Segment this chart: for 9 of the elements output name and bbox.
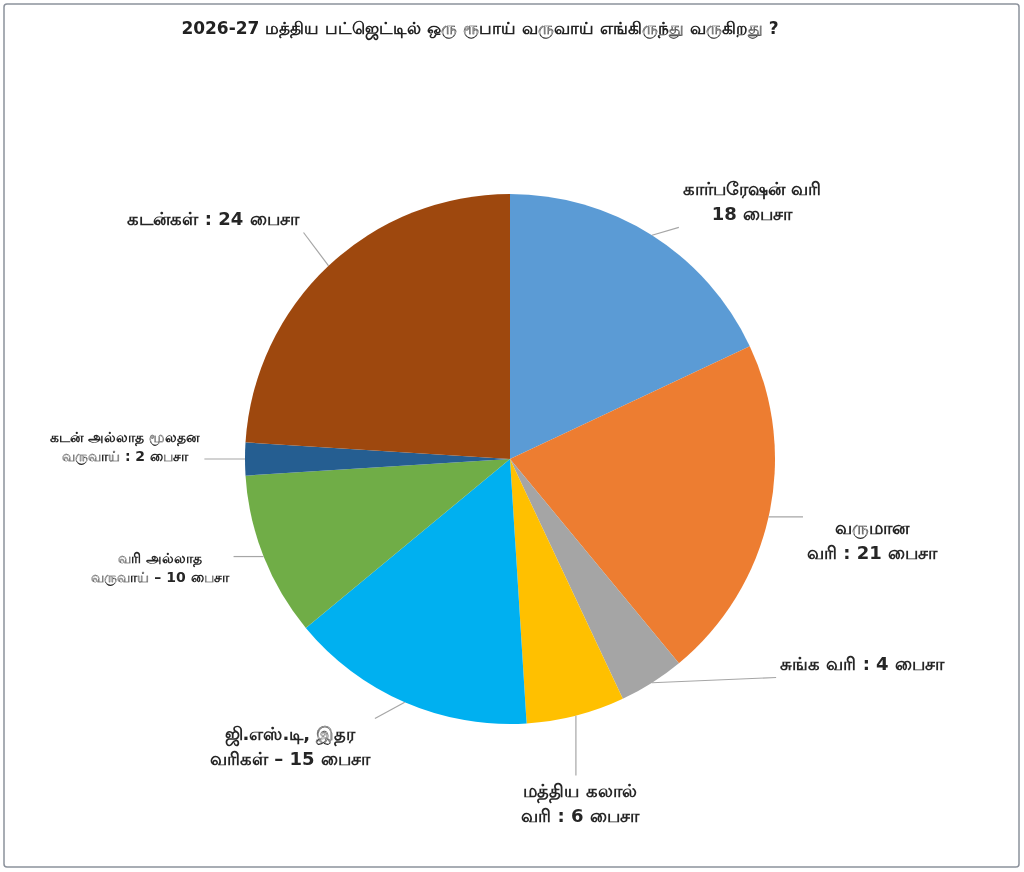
- chart-title: 2026-27 மத்திய பட்ஜெட்டில் ஒரு ரூபாய் வருவாய் எங்கிருந்து வருகிறது ?: [181, 18, 779, 41]
- slice-label: கடன்கள் : 24 பைசா: [127, 207, 300, 229]
- slice-label: ஜி.எஸ்.டி, இதர வரிகள் – 15 பைசா: [210, 722, 371, 769]
- slice-label: கடன் அல்லாத மூலதன வருவாய் : 2 பைசா: [49, 429, 201, 466]
- slice-label: சுங்க வரி : 4 பைசா: [780, 652, 945, 674]
- slice-label: கார்பரேஷன் வரி 18 பைசா: [682, 177, 822, 224]
- slice-label: மத்திய கலால் வரி : 6 பைசா: [521, 779, 640, 826]
- slice-label: வரி அல்லாத வருவாய் – 10 பைசா: [91, 550, 230, 587]
- slice-label: வருமான வரி : 21 பைசா: [806, 516, 939, 563]
